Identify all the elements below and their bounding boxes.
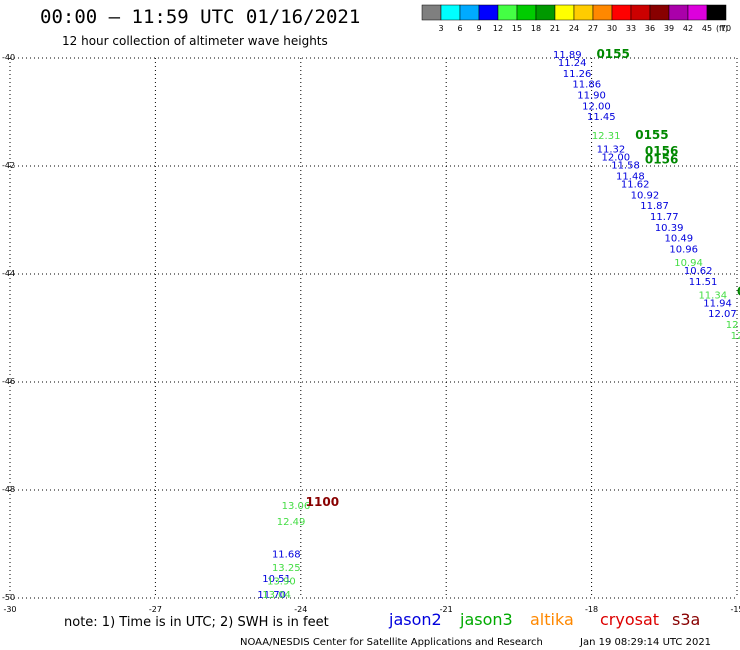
y-tick-label: -40 bbox=[2, 53, 15, 62]
colorbar-swatch bbox=[630, 4, 651, 21]
colorbar-label: 15 bbox=[512, 24, 522, 33]
data-label-jason2: 11.68 bbox=[272, 550, 301, 561]
footer-note: note: 1) Time is in UTC; 2) SWH is in fe… bbox=[64, 615, 329, 630]
colorbar-label: 18 bbox=[531, 24, 541, 33]
y-tick-label: -44 bbox=[2, 269, 15, 278]
colorbar-swatch bbox=[573, 4, 594, 21]
x-tick-label: -15 bbox=[730, 605, 740, 614]
colorbar-swatch bbox=[421, 4, 442, 21]
y-tick-label: -50 bbox=[2, 593, 15, 602]
data-label-jason3: 10.94 bbox=[674, 258, 703, 269]
colorbar-swatch bbox=[611, 4, 632, 21]
y-tick-label: -48 bbox=[2, 485, 15, 494]
colorbar-label: 45 bbox=[702, 24, 712, 33]
data-label-jason3: 12.31 bbox=[592, 131, 621, 142]
y-tick-label: -42 bbox=[2, 161, 15, 170]
footer-credit: NOAA/NESDIS Center for Satellite Applica… bbox=[240, 637, 543, 648]
colorbar-swatch bbox=[668, 4, 689, 21]
colorbar-swatch bbox=[440, 4, 461, 21]
data-label-jason2: 12.00 bbox=[582, 101, 611, 112]
data-label-jason2: 11.90 bbox=[577, 91, 606, 102]
x-tick-label: -30 bbox=[3, 605, 16, 614]
colorbar-swatch bbox=[706, 4, 727, 21]
colorbar-swatch bbox=[497, 4, 518, 21]
data-label-jason2: 11.26 bbox=[563, 69, 592, 80]
colorbar-label: 36 bbox=[645, 24, 655, 33]
data-label-jason3: 12 bbox=[726, 320, 739, 331]
colorbar-label: 33 bbox=[626, 24, 636, 33]
legend-altika: altika bbox=[530, 610, 574, 629]
colorbar-swatch bbox=[554, 4, 575, 21]
data-label-jason3: 13.04 bbox=[262, 590, 291, 601]
x-tick-label: -27 bbox=[149, 605, 162, 614]
data-label-jason2: 12.07 bbox=[708, 309, 737, 320]
x-tick-label: -18 bbox=[585, 605, 598, 614]
time-annotation: 0155 bbox=[596, 47, 629, 61]
data-label-jason2: 11.62 bbox=[621, 180, 650, 191]
colorbar-swatch bbox=[592, 4, 613, 21]
data-label-jason3: 11.34 bbox=[698, 290, 727, 301]
time-annotation: 0156 bbox=[645, 144, 678, 158]
chart-subtitle: 12 hour collection of altimeter wave hei… bbox=[62, 34, 328, 48]
colorbar-swatch bbox=[687, 4, 708, 21]
colorbar-label: 27 bbox=[588, 24, 598, 33]
data-label-jason3: 13.90 bbox=[267, 577, 296, 588]
data-label-jason2: 11.51 bbox=[689, 277, 718, 288]
data-label-jason2: 11.94 bbox=[703, 298, 732, 309]
data-label-jason3: 12 bbox=[731, 331, 740, 342]
data-label-jason2: 11.32 bbox=[597, 145, 626, 156]
data-label-jason3: 13.25 bbox=[272, 563, 301, 574]
footer-timestamp: Jan 19 08:29:14 UTC 2021 bbox=[579, 637, 711, 648]
time-annotation: 0155 bbox=[635, 128, 668, 142]
data-label-jason2: 11.77 bbox=[650, 212, 679, 223]
data-label-jason2: 11.87 bbox=[640, 201, 669, 212]
x-tick-label: -21 bbox=[440, 605, 453, 614]
colorbar-label: 6 bbox=[457, 24, 462, 33]
data-label-jason2: 11.70 bbox=[257, 590, 286, 601]
data-label-jason2: 10.49 bbox=[665, 234, 694, 245]
legend-s3a: s3a bbox=[672, 610, 700, 629]
y-tick-label: -46 bbox=[2, 377, 15, 386]
colorbar-label: 30 bbox=[607, 24, 617, 33]
chart-title: 00:00 – 11:59 UTC 01/16/2021 bbox=[40, 6, 361, 28]
data-label-jason3: 13.06 bbox=[282, 501, 311, 512]
data-label-jason2: 11.86 bbox=[572, 80, 601, 91]
colorbar-label: 70 bbox=[721, 24, 731, 33]
x-tick-label: -24 bbox=[294, 605, 307, 614]
data-label-jason2: 10.39 bbox=[655, 223, 684, 234]
colorbar-swatch bbox=[535, 4, 556, 21]
colorbar-label: 12 bbox=[493, 24, 503, 33]
data-label-jason2: 10.92 bbox=[631, 190, 660, 201]
colorbar-label: 9 bbox=[476, 24, 481, 33]
data-label-jason2: 12.00 bbox=[602, 153, 631, 164]
legend-jason3: jason3 bbox=[459, 610, 513, 629]
legend-jason2: jason2 bbox=[388, 610, 442, 629]
data-label-jason2: 11.45 bbox=[587, 112, 616, 123]
colorbar-unit: (ft) bbox=[716, 24, 728, 33]
data-label-jason2: 11.89 bbox=[553, 50, 582, 61]
legend-cryosat: cryosat bbox=[600, 610, 659, 629]
colorbar-label: 21 bbox=[550, 24, 560, 33]
time-annotation: 0156 bbox=[645, 152, 678, 166]
data-label-jason3: 12.49 bbox=[277, 517, 306, 528]
time-annotation: 0 bbox=[737, 285, 740, 299]
colorbar-label: 24 bbox=[569, 24, 579, 33]
colorbar-label: 3 bbox=[438, 24, 443, 33]
colorbar-swatch bbox=[459, 4, 480, 21]
data-label-jason2: 10.62 bbox=[684, 266, 713, 277]
colorbar-swatch bbox=[649, 4, 670, 21]
colorbar-label: 39 bbox=[664, 24, 674, 33]
colorbar-swatch bbox=[516, 4, 537, 21]
data-label-jason2: 10.51 bbox=[262, 574, 291, 585]
data-label-jason2: 11.58 bbox=[611, 161, 640, 172]
colorbar-label: 42 bbox=[683, 24, 693, 33]
colorbar-swatch bbox=[478, 4, 499, 21]
data-label-jason2: 11.24 bbox=[558, 58, 587, 69]
time-annotation: 1100 bbox=[306, 495, 339, 509]
data-label-jason2: 10.96 bbox=[669, 244, 698, 255]
data-label-jason2: 11.48 bbox=[616, 172, 645, 183]
